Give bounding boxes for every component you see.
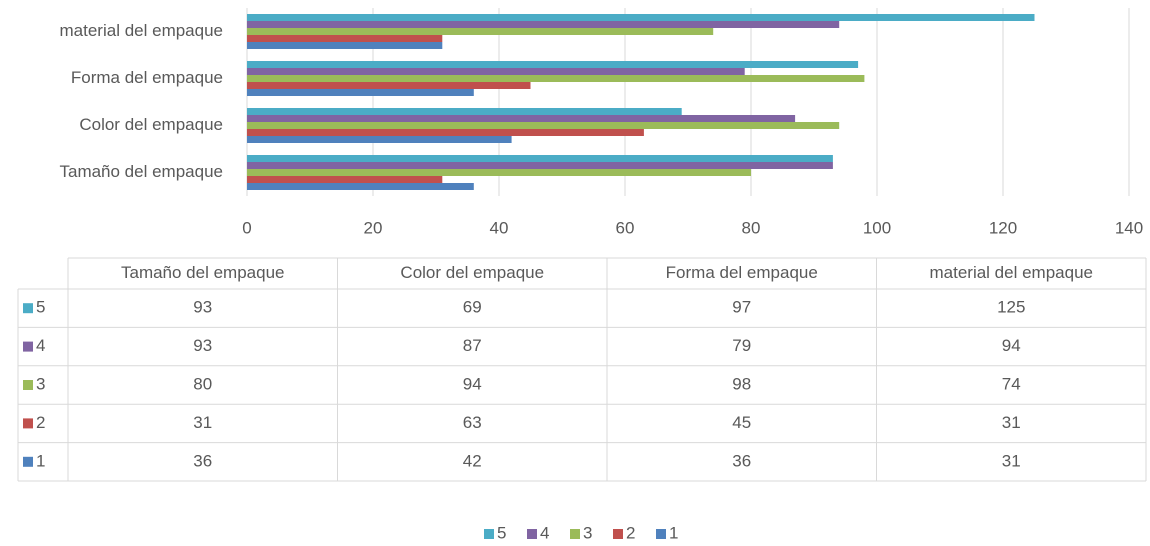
row-label: 2: [36, 413, 45, 432]
x-tick-label: 0: [242, 218, 251, 237]
legend-label: 3: [583, 523, 592, 541]
table-cell: 36: [193, 451, 212, 470]
legend-swatch: [484, 529, 494, 539]
bar: [247, 169, 751, 176]
table-cell: 31: [1002, 413, 1021, 432]
x-tick-label: 100: [863, 218, 891, 237]
bar: [247, 176, 443, 183]
table-cell: 63: [463, 413, 482, 432]
x-tick-label: 80: [742, 218, 761, 237]
bar: [247, 75, 865, 82]
x-tick-label: 120: [989, 218, 1017, 237]
legend-key: [23, 418, 33, 429]
table-header: Color del empaque: [400, 263, 544, 282]
bar: [247, 14, 1035, 21]
table-cell: 45: [732, 413, 751, 432]
bar: [247, 35, 443, 42]
x-tick-label: 20: [364, 218, 383, 237]
table-header: Forma del empaque: [666, 263, 818, 282]
bar: [247, 82, 531, 89]
row-label: 4: [36, 336, 45, 355]
y-tick-label: Forma del empaque: [71, 68, 223, 87]
legend-swatch: [656, 529, 666, 539]
table-header: Tamaño del empaque: [121, 263, 285, 282]
legend-key: [23, 341, 33, 352]
x-tick-label: 140: [1115, 218, 1143, 237]
table-cell: 97: [732, 298, 751, 317]
x-tick-label: 60: [616, 218, 635, 237]
legend-swatch: [527, 529, 537, 539]
bar: [247, 28, 714, 35]
legend-label: 4: [540, 523, 549, 541]
table-cell: 125: [997, 298, 1025, 317]
row-label: 3: [36, 374, 45, 393]
table-cell: 31: [1002, 451, 1021, 470]
bar: [247, 136, 512, 143]
y-tick-label: Tamaño del empaque: [59, 162, 223, 181]
table-cell: 31: [193, 413, 212, 432]
bar: [247, 129, 644, 136]
bar: [247, 115, 796, 122]
bar: [247, 183, 474, 190]
table-cell: 74: [1002, 374, 1021, 393]
legend-key: [23, 380, 33, 390]
legend-label: 5: [497, 523, 506, 541]
bar: [247, 42, 443, 49]
x-tick-label: 40: [490, 218, 509, 237]
legend-key: [23, 456, 33, 467]
y-tick-label: material del empaque: [60, 21, 223, 40]
row-label: 1: [36, 451, 45, 470]
legend-key: [23, 303, 33, 314]
table-cell: 87: [463, 336, 482, 355]
bar: [247, 108, 682, 115]
legend-label: 2: [626, 523, 635, 541]
table-cell: 80: [193, 374, 212, 393]
table-cell: 94: [463, 374, 482, 393]
table-cell: 94: [1002, 336, 1021, 355]
table-header: material del empaque: [930, 263, 1093, 282]
bar: [247, 155, 833, 162]
table-cell: 98: [732, 374, 751, 393]
bar: [247, 89, 474, 96]
bar: [247, 68, 745, 75]
table-cell: 93: [193, 336, 212, 355]
y-tick-label: Color del empaque: [79, 115, 223, 134]
bar: [247, 122, 840, 129]
table-cell: 93: [193, 298, 212, 317]
bar: [247, 162, 833, 169]
legend-swatch: [570, 529, 580, 539]
bar: [247, 61, 859, 68]
bar: [247, 21, 840, 28]
row-label: 5: [36, 298, 45, 317]
legend-label: 1: [669, 523, 678, 541]
table-cell: 69: [463, 298, 482, 317]
legend-swatch: [613, 529, 623, 539]
table-cell: 79: [732, 336, 751, 355]
table-cell: 42: [463, 451, 482, 470]
table-cell: 36: [732, 451, 751, 470]
